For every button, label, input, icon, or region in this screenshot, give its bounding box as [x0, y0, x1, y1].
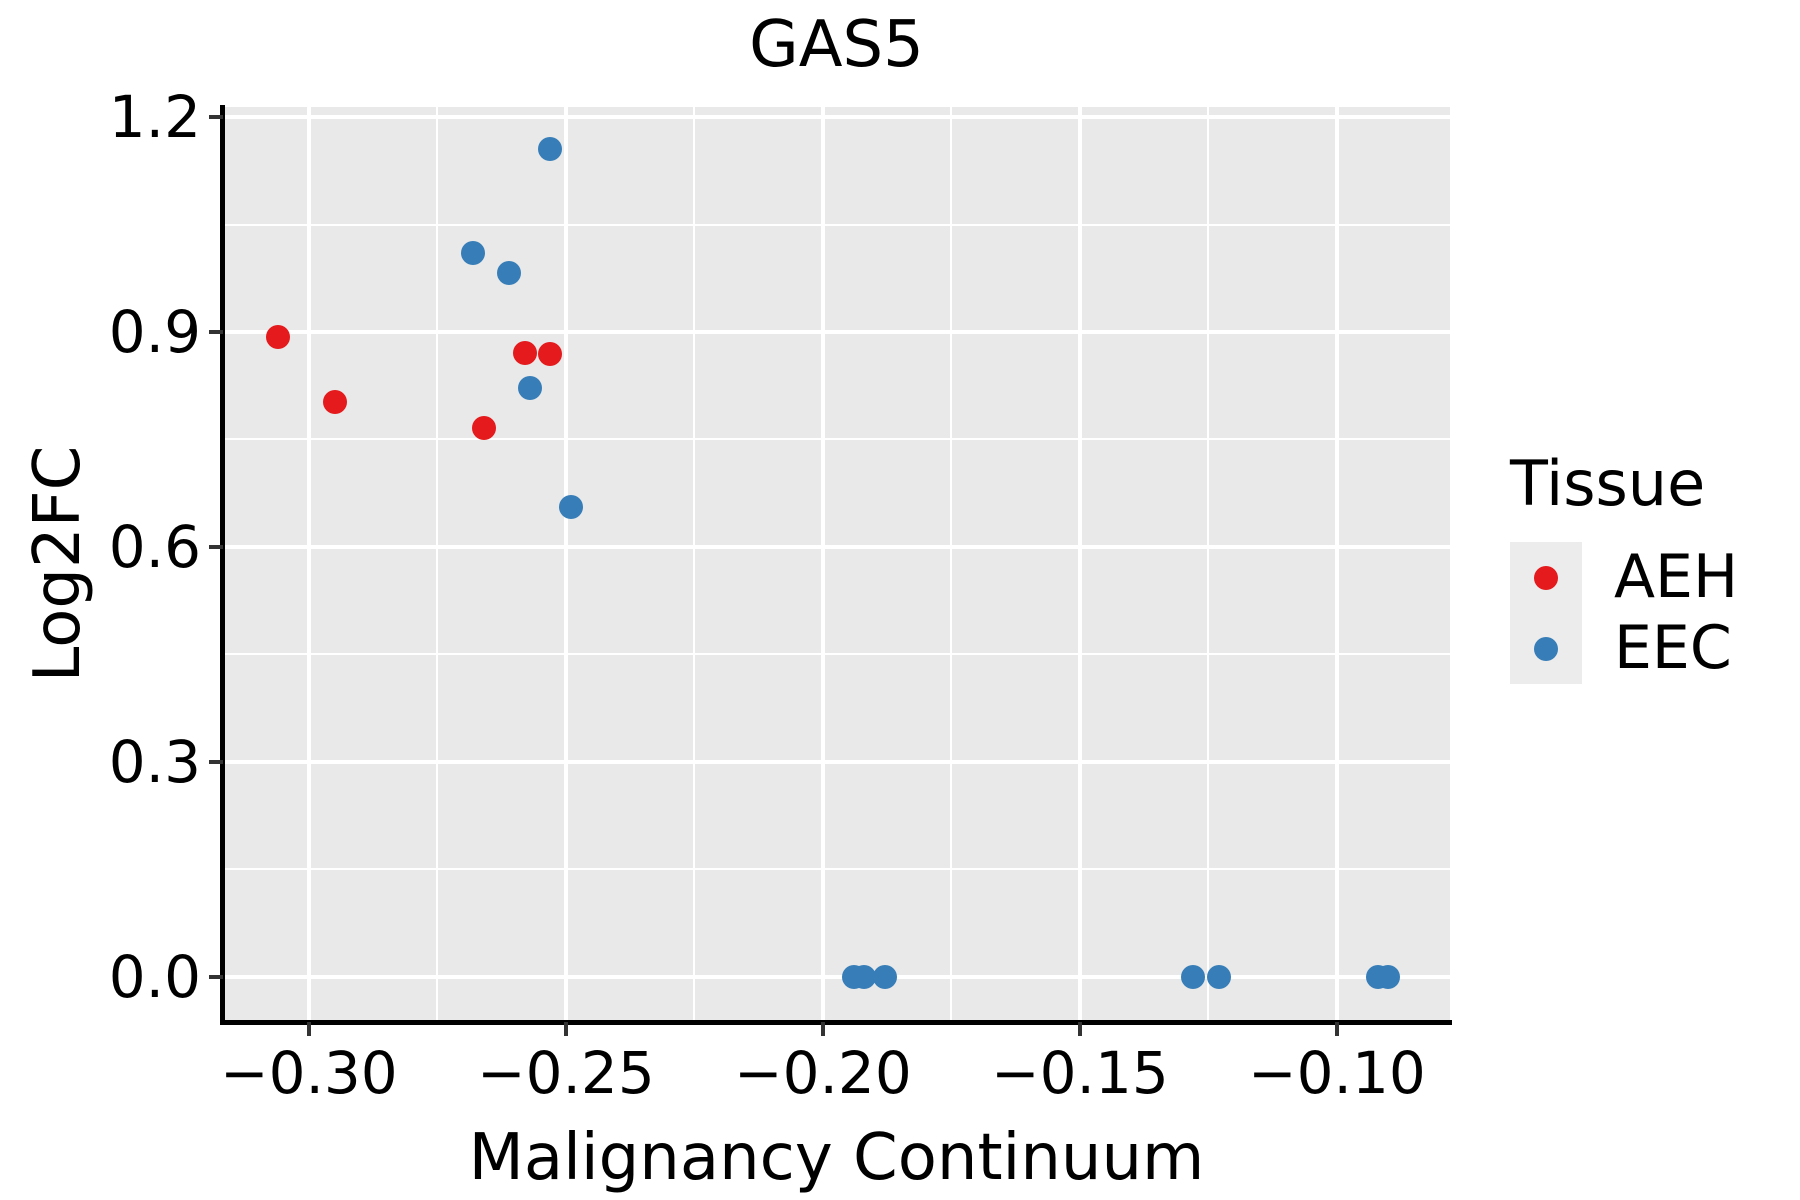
y-tick-label: 0.9	[108, 297, 201, 366]
y-tick-label: 0.0	[108, 942, 201, 1011]
legend-swatch	[1510, 542, 1582, 613]
gridline-x-major	[306, 107, 311, 1022]
x-axis-spine	[220, 1020, 1452, 1025]
gridline-x-minor	[1207, 107, 1210, 1022]
y-tick-mark	[209, 974, 223, 979]
eec-point-icon	[1534, 636, 1558, 661]
gridline-y-minor	[223, 653, 1450, 656]
y-axis-spine	[220, 105, 225, 1025]
x-tick-label: −0.15	[991, 1039, 1169, 1107]
data-point-aeh	[471, 416, 496, 440]
x-tick-label: −0.20	[734, 1039, 912, 1107]
gridline-x-minor	[693, 107, 696, 1022]
y-tick-label: 1.2	[108, 83, 201, 152]
data-point-eec	[497, 261, 522, 286]
gridline-y-major	[223, 329, 1450, 334]
x-tick-mark	[820, 1022, 825, 1036]
x-tick-label: −0.10	[1248, 1039, 1426, 1107]
gridline-y-minor	[223, 223, 1450, 226]
gridline-y-major	[223, 115, 1450, 120]
data-point-eec	[1180, 964, 1205, 989]
gridline-y-minor	[223, 438, 1450, 441]
data-point-eec	[872, 964, 897, 989]
legend: Tissue AEH EEC	[1510, 448, 1738, 684]
gridline-y-major	[223, 759, 1450, 764]
x-tick-label: −0.30	[219, 1039, 398, 1107]
y-tick-mark	[209, 759, 223, 764]
x-tick-label: −0.25	[476, 1039, 655, 1107]
x-tick-mark	[1334, 1022, 1339, 1036]
gridline-x-major	[563, 107, 568, 1022]
data-point-aeh	[512, 340, 537, 365]
data-point-eec	[559, 494, 583, 519]
gridline-x-major	[820, 107, 825, 1022]
data-point-aeh	[322, 390, 347, 415]
plot-panel	[223, 107, 1450, 1022]
legend-swatch	[1510, 613, 1582, 684]
data-point-eec	[1376, 964, 1401, 989]
y-tick-mark	[209, 329, 223, 334]
legend-item-label: AEH	[1614, 542, 1739, 612]
aeh-point-icon	[1534, 565, 1558, 590]
legend-item-aeh: AEH	[1510, 542, 1738, 613]
data-point-eec	[538, 137, 563, 162]
gridline-y-minor	[223, 868, 1450, 871]
data-point-eec	[517, 375, 542, 400]
x-tick-mark	[306, 1022, 311, 1036]
data-point-aeh	[266, 325, 290, 349]
y-axis-title: Log2FC	[21, 445, 95, 683]
y-tick-mark	[209, 115, 223, 120]
gridline-y-major	[223, 544, 1450, 549]
y-tick-label: 0.6	[108, 512, 201, 581]
gridline-x-minor	[950, 107, 953, 1022]
x-tick-mark	[1077, 1022, 1082, 1036]
gridline-x-minor	[436, 107, 439, 1022]
data-point-aeh	[538, 342, 563, 367]
legend-item-eec: EEC	[1510, 613, 1738, 684]
gridline-x-major	[1334, 107, 1339, 1022]
legend-item-label: EEC	[1614, 613, 1732, 683]
data-point-eec	[1206, 964, 1231, 989]
x-tick-mark	[563, 1022, 568, 1036]
legend-title: Tissue	[1510, 447, 1706, 520]
x-axis-title: Malignancy Continuum	[468, 1121, 1205, 1195]
data-point-eec	[852, 964, 876, 989]
gridline-x-major	[1077, 107, 1082, 1022]
gridline-y-major	[223, 974, 1450, 979]
y-tick-mark	[209, 544, 223, 549]
data-point-eec	[461, 241, 486, 266]
y-tick-label: 0.3	[108, 727, 201, 796]
chart-title: GAS5	[749, 8, 924, 82]
